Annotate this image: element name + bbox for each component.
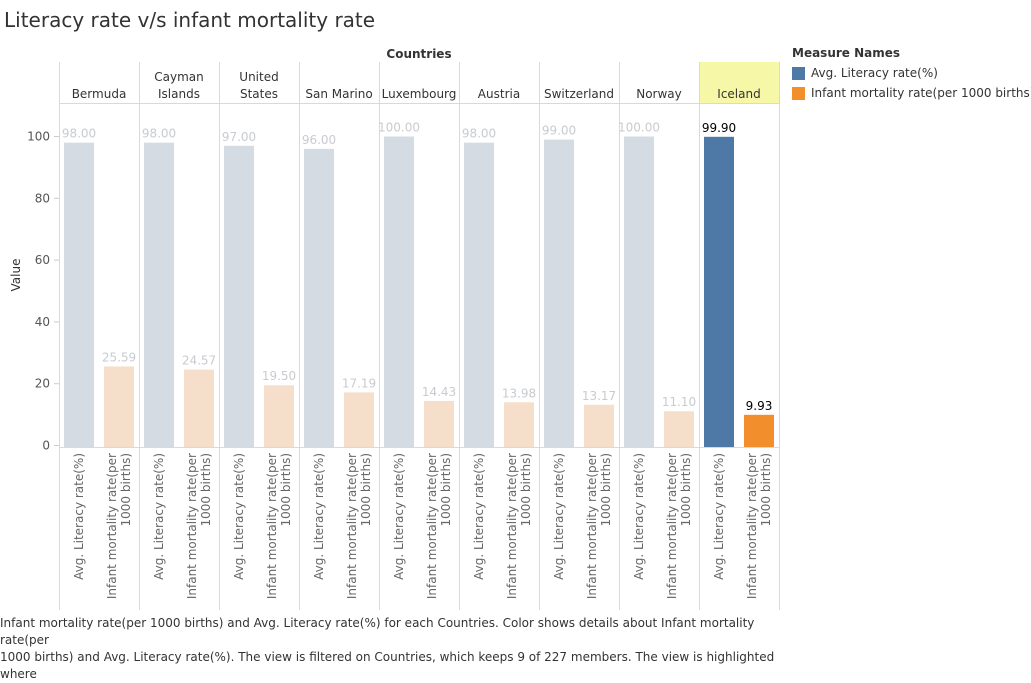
data-label: 9.93 xyxy=(746,399,773,413)
legend-item-mortality[interactable]: Infant mortality rate(per 1000 births) xyxy=(792,83,1031,103)
measure-axis-label: 1000 births) xyxy=(679,453,693,526)
mortality-bar xyxy=(424,400,454,447)
y-tick-label: 100 xyxy=(27,130,50,144)
data-label: 13.98 xyxy=(502,386,536,400)
measure-axis-label: Infant mortality rate(per xyxy=(265,453,279,599)
measure-axis-label: 1000 births) xyxy=(359,453,373,526)
legend-title: Measure Names xyxy=(792,46,901,60)
measure-axis-label: Avg. Literacy rate(%) xyxy=(312,453,326,580)
literacy-bar xyxy=(384,136,414,447)
literacy-bar xyxy=(624,136,654,447)
measure-axis-label: Infant mortality rate(per xyxy=(665,453,679,599)
data-label: 98.00 xyxy=(62,127,96,141)
caption-line: 1000 births) and Avg. Literacy rate(%). … xyxy=(0,650,775,681)
data-label: 17.19 xyxy=(342,376,376,390)
chart-title: Literacy rate v/s infant mortality rate xyxy=(4,8,376,32)
measure-axis-label: Infant mortality rate(per xyxy=(585,453,599,599)
category-label: San Marino xyxy=(305,87,372,101)
data-label: 24.57 xyxy=(182,354,216,368)
category-label: United xyxy=(239,70,278,84)
category-label: Islands xyxy=(158,87,200,101)
measure-axis-label: Infant mortality rate(per xyxy=(185,453,199,599)
measure-axis-label: 1000 births) xyxy=(759,453,773,526)
measure-axis-label: 1000 births) xyxy=(199,453,213,526)
measure-axis-label: Avg. Literacy rate(%) xyxy=(232,453,246,580)
mortality-bar xyxy=(504,402,534,447)
y-axis-label: Value xyxy=(9,259,23,292)
literacy-bar xyxy=(144,142,174,447)
measure-axis-label: 1000 births) xyxy=(439,453,453,526)
measure-axis-label: 1000 births) xyxy=(519,453,533,526)
y-tick-label: 0 xyxy=(42,439,50,453)
data-label: 19.50 xyxy=(262,369,296,383)
measure-axis-label: Avg. Literacy rate(%) xyxy=(472,453,486,580)
data-label: 25.59 xyxy=(102,350,136,364)
measure-axis-label: Avg. Literacy rate(%) xyxy=(712,453,726,580)
mortality-bar xyxy=(184,369,214,447)
category-label: Iceland xyxy=(717,87,760,101)
data-label: 98.00 xyxy=(462,127,496,141)
literacy-bar xyxy=(704,136,734,447)
category-label: Norway xyxy=(636,87,682,101)
measure-axis-label: Avg. Literacy rate(%) xyxy=(632,453,646,580)
measure-axis-label: 1000 births) xyxy=(599,453,613,526)
measure-axis-label: 1000 births) xyxy=(119,453,133,526)
bar-chart: Countries Bermuda Cayman Islands United State… xyxy=(9,47,780,610)
measure-axis-label: Avg. Literacy rate(%) xyxy=(392,453,406,580)
data-label: 98.00 xyxy=(142,127,176,141)
mortality-bar xyxy=(584,404,614,447)
data-label: 13.17 xyxy=(582,389,616,403)
category-label: Austria xyxy=(478,87,520,101)
measure-axis-label: Infant mortality rate(per xyxy=(345,453,359,599)
mortality-bar xyxy=(344,392,374,447)
data-label: 100.00 xyxy=(378,121,420,135)
caption: Infant mortality rate(per 1000 births) a… xyxy=(0,615,790,683)
data-label: 96.00 xyxy=(302,133,336,147)
measure-axis-label: Infant mortality rate(per xyxy=(105,453,119,599)
y-tick-label: 20 xyxy=(35,377,50,391)
legend-label-mortality: Infant mortality rate(per 1000 births) xyxy=(811,86,1031,100)
literacy-bar xyxy=(464,142,494,447)
mortality-bar xyxy=(264,385,294,447)
data-label: 99.90 xyxy=(702,121,736,135)
data-label: 11.10 xyxy=(662,395,696,409)
measure-axis-label: Avg. Literacy rate(%) xyxy=(72,453,86,580)
legend-item-literacy[interactable]: Avg. Literacy rate(%) xyxy=(792,63,1031,83)
measure-axis-label: Infant mortality rate(per xyxy=(425,453,439,599)
measure-axis-label: 1000 births) xyxy=(279,453,293,526)
data-label: 100.00 xyxy=(618,121,660,135)
data-label: 99.00 xyxy=(542,124,576,138)
data-label: 14.43 xyxy=(422,385,456,399)
legend-swatch-mortality xyxy=(792,86,805,100)
highlight-header-background xyxy=(699,62,779,103)
category-label: Luxembourg xyxy=(382,87,457,101)
measure-axis-label: Avg. Literacy rate(%) xyxy=(552,453,566,580)
literacy-bar xyxy=(544,139,574,447)
category-label: Bermuda xyxy=(72,87,127,101)
y-tick-label: 40 xyxy=(35,315,50,329)
category-label: Switzerland xyxy=(544,87,614,101)
literacy-bar xyxy=(64,142,94,447)
literacy-bar xyxy=(224,145,254,447)
literacy-bar xyxy=(304,148,334,448)
header-title: Countries xyxy=(386,47,451,61)
legend-label-literacy: Avg. Literacy rate(%) xyxy=(811,66,938,80)
y-tick-label: 80 xyxy=(35,191,50,205)
measure-axis-label: Infant mortality rate(per xyxy=(745,453,759,599)
measure-axis-label: Avg. Literacy rate(%) xyxy=(152,453,166,580)
mortality-bar xyxy=(744,414,774,447)
data-label: 97.00 xyxy=(222,130,256,144)
caption-line: Infant mortality rate(per 1000 births) a… xyxy=(0,616,755,647)
y-tick-label: 60 xyxy=(35,253,50,267)
measure-axis-label: Infant mortality rate(per xyxy=(505,453,519,599)
category-label: Cayman xyxy=(154,70,203,84)
category-label: States xyxy=(240,87,278,101)
legend[interactable]: Measure Names Avg. Literacy rate(%) Infa… xyxy=(792,46,1031,103)
mortality-bar xyxy=(104,366,134,447)
mortality-bar xyxy=(664,411,694,447)
legend-swatch-literacy xyxy=(792,66,805,80)
